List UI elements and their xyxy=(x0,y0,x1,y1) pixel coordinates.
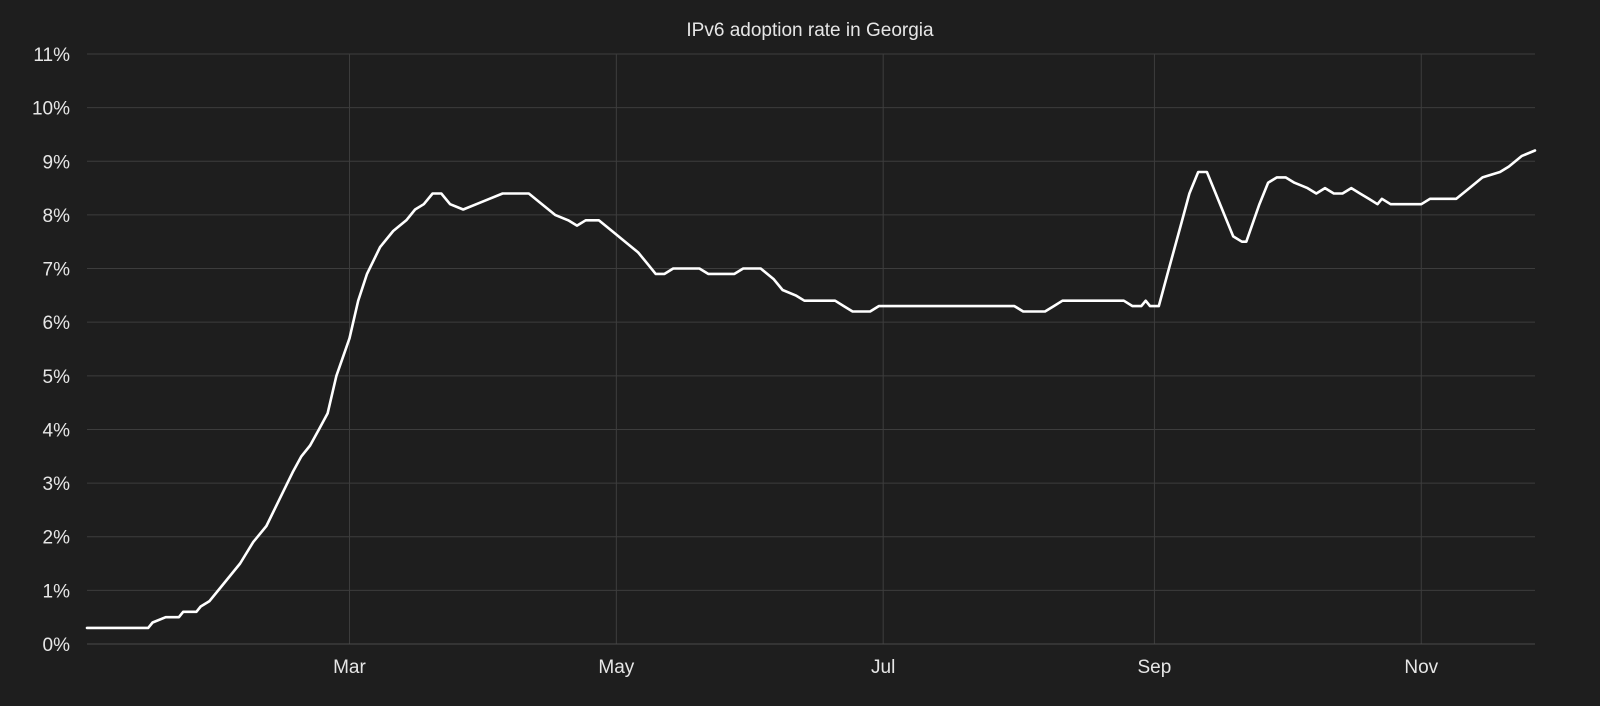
x-tick-label: Mar xyxy=(333,657,366,678)
y-tick-label: 8% xyxy=(43,206,71,227)
y-tick-label: 0% xyxy=(43,635,71,656)
grid xyxy=(87,53,1535,644)
y-tick-label: 9% xyxy=(43,152,71,173)
x-tick-label: Jul xyxy=(871,657,895,678)
y-tick-label: 10% xyxy=(32,99,70,120)
y-tick-label: 7% xyxy=(43,260,71,281)
y-tick-label: 4% xyxy=(43,420,71,441)
y-tick-label: 1% xyxy=(43,581,71,602)
series-line xyxy=(85,149,1537,630)
series-lines xyxy=(85,149,1537,630)
tick-labels: 0% 1% 2% 3% 4% 5% 6% 7% 8% 9% 10% 11% Mar May Jul Sep No… xyxy=(32,45,1439,678)
y-tick-label: 2% xyxy=(43,528,71,549)
x-tick-label: Sep xyxy=(1138,657,1172,678)
chart-title: IPv6 adoption rate in Georgia xyxy=(686,20,934,41)
y-tick-label: 3% xyxy=(43,474,71,495)
x-tick-label: Nov xyxy=(1404,657,1438,678)
y-tick-label: 11% xyxy=(33,45,70,66)
y-tick-label: 6% xyxy=(43,313,71,334)
x-tick-label: May xyxy=(598,657,634,678)
y-tick-label: 5% xyxy=(43,367,71,388)
